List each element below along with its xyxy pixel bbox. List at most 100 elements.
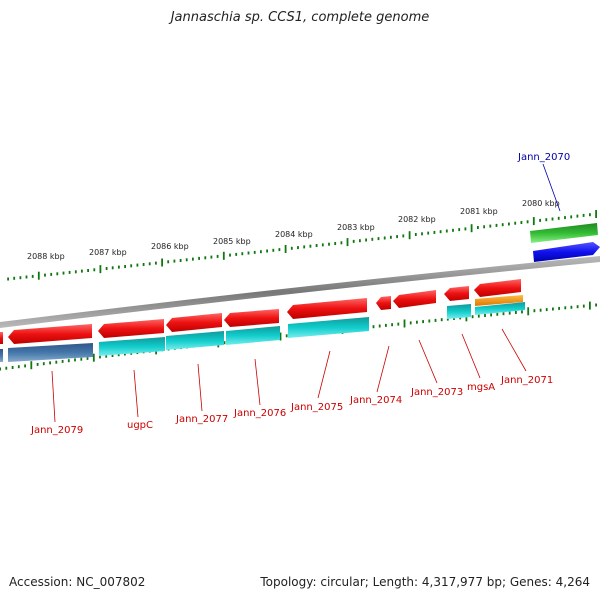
kbp-label-2081: 2081 kbp — [460, 207, 498, 216]
gene-mgsA-fwd[interactable] — [444, 286, 469, 301]
upper-minor-tick — [44, 273, 46, 277]
genome-summary-text: Topology: circular; Length: 4,317,977 bp… — [260, 575, 590, 589]
leader-jann-2076 — [254, 358, 261, 406]
gene-label-jann-2075[interactable]: Jann_2075 — [290, 402, 343, 413]
leader-jann-2074 — [376, 345, 390, 393]
upper-minor-tick — [297, 246, 299, 250]
gene-jann-2071-rev[interactable] — [475, 302, 525, 315]
gene-label-mgsA[interactable]: mgsA — [467, 382, 495, 393]
gene-ugpC-fwd[interactable] — [98, 319, 164, 338]
upper-minor-tick — [445, 229, 448, 233]
upper-minor-tick — [570, 215, 573, 219]
leader-jann-2071 — [501, 328, 527, 372]
upper-minor-tick — [185, 258, 188, 262]
upper-minor-tick — [371, 237, 374, 241]
lower-major-tick — [92, 353, 95, 362]
upper-minor-tick — [464, 227, 467, 231]
gene-label-jann-2073[interactable]: Jann_2073 — [410, 387, 463, 398]
upper-minor-tick — [483, 225, 485, 229]
lower-minor-tick — [496, 312, 499, 316]
map-title: Jannaschia sp. CCS1, complete genome — [170, 10, 430, 25]
leader-jann-2079 — [51, 370, 56, 423]
lower-minor-tick — [440, 318, 443, 322]
gene-jann-2070-green[interactable] — [530, 223, 598, 243]
gene-mgsA-rev[interactable] — [447, 304, 471, 319]
gene-jann-2079-rev[interactable] — [8, 343, 93, 362]
gene-jann-2076-fwd[interactable] — [224, 309, 279, 327]
gene-label-jann-2070[interactable]: Jann_2070 — [517, 152, 570, 163]
upper-minor-tick — [458, 228, 461, 232]
gene-jann-2079-fwd[interactable] — [8, 324, 92, 344]
gene-left-edge-rev[interactable] — [0, 349, 3, 362]
upper-major-tick — [408, 231, 411, 240]
upper-major-tick — [532, 217, 535, 226]
kbp-label-2086: 2086 kbp — [151, 242, 189, 251]
lower-minor-tick — [446, 317, 449, 321]
upper-genes — [530, 223, 600, 262]
lower-minor-tick — [117, 353, 120, 357]
gene-jann-2070-blue[interactable] — [533, 242, 600, 262]
lower-minor-tick — [0, 367, 1, 371]
lower-minor-tick — [49, 361, 51, 365]
gene-jann-2077-fwd[interactable] — [166, 313, 222, 332]
gene-jann-2074-fwd[interactable] — [376, 296, 391, 310]
gene-jann-2075-rev[interactable] — [288, 317, 369, 338]
upper-minor-tick — [31, 274, 34, 278]
upper-minor-tick — [514, 221, 517, 225]
gene-label-jann-2079[interactable]: Jann_2079 — [30, 425, 83, 436]
lower-minor-tick — [378, 324, 381, 328]
lower-minor-tick — [86, 356, 89, 360]
gene-ugpC-rev[interactable] — [99, 337, 165, 356]
lower-minor-tick — [409, 321, 412, 325]
lower-minor-tick — [428, 319, 431, 323]
lower-minor-tick — [508, 311, 511, 315]
gene-label-jann-2074[interactable]: Jann_2074 — [349, 395, 402, 406]
gene-jann-2075-fwd[interactable] — [287, 298, 367, 319]
gene-label-jann-2077[interactable]: Jann_2077 — [175, 414, 228, 425]
upper-minor-tick — [564, 216, 566, 220]
upper-minor-tick — [495, 223, 498, 227]
gene-jann-2076-rev[interactable] — [226, 326, 280, 345]
upper-minor-tick — [105, 267, 108, 270]
upper-minor-tick — [155, 261, 157, 265]
upper-major-tick — [595, 210, 597, 218]
leader-jann-2070 — [542, 163, 561, 212]
lower-minor-tick — [521, 310, 523, 314]
kbp-label-2083: 2083 kbp — [337, 223, 375, 232]
lower-minor-tick — [539, 308, 542, 312]
upper-minor-tick — [551, 217, 554, 221]
lower-minor-tick — [595, 303, 597, 307]
upper-minor-tick — [56, 272, 59, 276]
upper-minor-tick — [377, 237, 380, 241]
upper-major-tick — [470, 224, 473, 233]
upper-minor-tick — [25, 275, 28, 279]
gene-jann-2077-rev[interactable] — [166, 331, 224, 350]
upper-minor-tick — [124, 265, 126, 268]
upper-minor-tick — [216, 254, 219, 258]
leader-mgsA — [461, 333, 481, 379]
gene-left-edge[interactable] — [0, 332, 3, 344]
lower-minor-tick — [477, 314, 480, 318]
upper-minor-tick — [526, 220, 529, 224]
gene-jann-2071-fwd[interactable] — [474, 279, 521, 297]
upper-major-tick — [161, 258, 163, 267]
lower-major-tick — [279, 332, 282, 341]
upper-minor-tick — [241, 252, 244, 256]
upper-minor-tick — [557, 216, 560, 220]
upper-minor-tick — [421, 232, 423, 236]
upper-minor-tick — [489, 224, 492, 228]
upper-minor-tick — [266, 249, 268, 253]
lower-minor-tick — [434, 318, 437, 322]
gene-label-jann-2076[interactable]: Jann_2076 — [233, 408, 286, 419]
upper-minor-tick — [321, 243, 324, 247]
upper-minor-tick — [402, 234, 405, 238]
upper-minor-tick — [576, 214, 579, 218]
lower-major-tick — [527, 307, 530, 316]
gene-label-jann-2071[interactable]: Jann_2071 — [500, 375, 553, 386]
upper-major-tick — [346, 238, 349, 247]
gene-jann-2071-orange[interactable] — [475, 295, 523, 306]
upper-minor-tick — [439, 230, 442, 234]
gene-label-ugpC[interactable]: ugpC — [127, 420, 153, 431]
gene-jann-2073-fwd[interactable] — [393, 290, 436, 308]
leader-lines — [51, 163, 561, 423]
